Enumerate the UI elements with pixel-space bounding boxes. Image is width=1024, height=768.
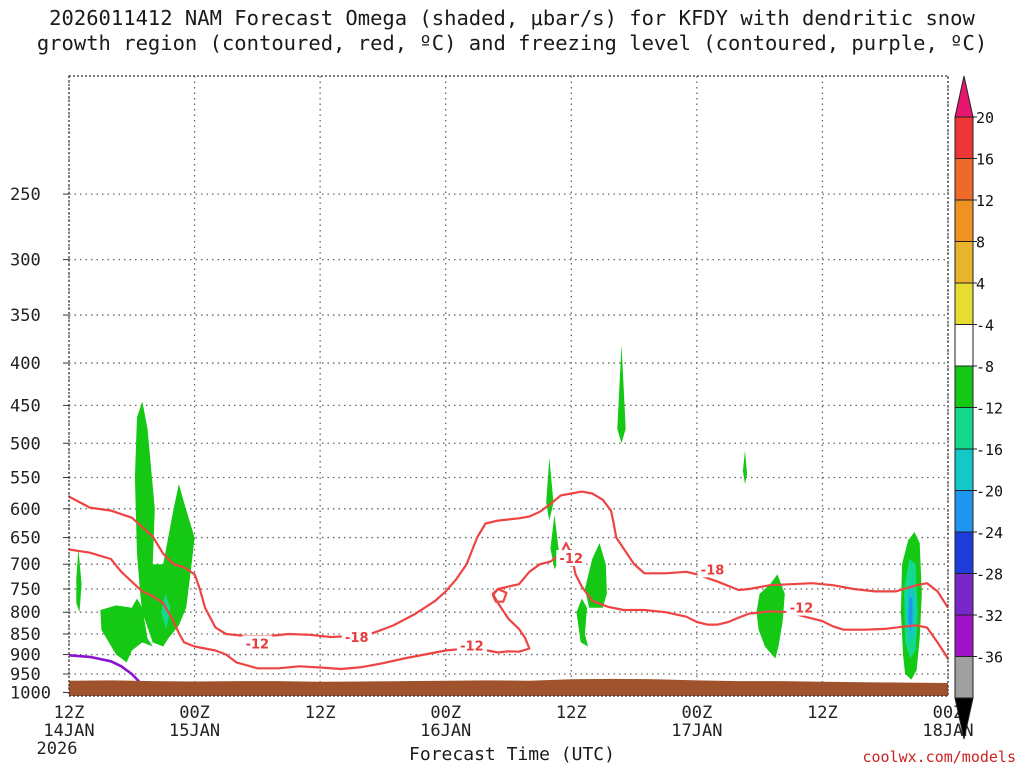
x-tick-label: 12Z (54, 703, 85, 723)
omega-region (756, 574, 785, 659)
colorbar-tick-label: -20 (976, 483, 1003, 501)
omega-region (76, 548, 82, 613)
y-tick-label: 300 (10, 251, 41, 271)
y-tick-label: 400 (10, 354, 41, 374)
x-tick-label: 00Z (681, 703, 712, 723)
contour-label: -18 (701, 563, 725, 578)
colorbar-tick-label: -4 (976, 317, 994, 335)
dgz-contour (68, 490, 949, 639)
colorbar-tick-label: -36 (976, 649, 1003, 667)
contour-label-bg (456, 637, 487, 654)
title-line-2: growth region (contoured, red, ºC) and f… (36, 31, 988, 55)
colorbar-tick-label: -16 (976, 441, 1003, 459)
x-tick-date-label: 17JAN (671, 721, 722, 741)
y-tick-label: 900 (10, 646, 41, 666)
colorbar-segment (954, 158, 974, 201)
colorbar-segment (954, 199, 974, 242)
y-tick-label: 500 (10, 434, 41, 454)
omega-region (134, 401, 195, 647)
colorbar-tick-label: 12 (976, 192, 994, 210)
y-tick-label: 650 (10, 529, 41, 549)
y-tick-label: 550 (10, 469, 41, 489)
colorbar-segment (954, 407, 974, 450)
omega-region (576, 598, 588, 647)
contour-label-bg (556, 550, 587, 567)
colorbar-segment (954, 490, 974, 533)
colorbar-tick-label: 16 (976, 151, 994, 169)
contour-label-bg (341, 629, 372, 646)
omega-region (908, 596, 913, 632)
colorbar-tick-label: -24 (976, 524, 1003, 542)
x-tick-date-label: 16JAN (420, 721, 471, 741)
y-tick-label: 850 (10, 625, 41, 645)
contour-label-bg (786, 599, 817, 616)
colorbar-tick-label: -28 (976, 566, 1003, 584)
omega-region (100, 598, 153, 663)
contour-label: -18 (345, 631, 369, 646)
x-tick-year-label: 2026 (37, 739, 78, 759)
colorbar-segment (954, 573, 974, 616)
terrain-band (69, 678, 948, 696)
x-tick-date-label: 15JAN (169, 721, 220, 741)
colorbar-tick-label: -8 (976, 358, 994, 376)
contour-label: -12 (246, 637, 270, 652)
colorbar-segment (954, 656, 974, 699)
y-tick-label: 700 (10, 555, 41, 575)
freezing-level-contour (68, 654, 141, 683)
contour-label: -12 (460, 639, 484, 654)
credit-link[interactable]: coolwx.com/models (862, 748, 1016, 766)
colorbar-segment (954, 448, 974, 491)
colorbar-segment (954, 365, 974, 408)
contour-label-bg (242, 635, 273, 652)
omega-region (617, 344, 626, 444)
colorbar-segment (954, 324, 974, 367)
y-tick-label: 600 (10, 500, 41, 520)
contour-label: -12 (560, 552, 584, 567)
y-tick-label: 250 (10, 185, 41, 205)
colorbar-tick-label: 20 (976, 109, 994, 127)
x-tick-label: 12Z (807, 703, 838, 723)
y-tick-label: 350 (10, 306, 41, 326)
x-tick-label: 00Z (430, 703, 461, 723)
colorbar-top-triangle (954, 75, 974, 118)
x-tick-label: 12Z (305, 703, 336, 723)
plot-border (68, 75, 949, 697)
omega-region (584, 543, 607, 608)
contour-label: -12 (790, 602, 814, 617)
dgz-contour (491, 587, 508, 603)
y-tick-label: 1000 (10, 683, 51, 703)
colorbar-tick-label: 4 (976, 275, 985, 293)
x-tick-date-label: 14JAN (43, 721, 94, 741)
colorbar-segment (954, 282, 974, 325)
chart-title: 2026011412 NAM Forecast Omega (shaded, μ… (0, 6, 1024, 56)
title-line-1: 2026011412 NAM Forecast Omega (shaded, μ… (49, 6, 975, 30)
colorbar-bottom-triangle (954, 697, 974, 740)
colorbar-tick-label: -32 (976, 607, 1003, 625)
colorbar-segment (954, 116, 974, 159)
plot-area (69, 76, 948, 696)
x-tick-label: 00Z (933, 703, 964, 723)
colorbar-segment (954, 241, 974, 284)
contour-label-bg (697, 561, 728, 578)
colorbar-tick-label: -12 (976, 400, 1003, 418)
y-tick-label: 450 (10, 396, 41, 416)
x-tick-label: 12Z (556, 703, 587, 723)
colorbar-segment (954, 614, 974, 657)
x-axis-label: Forecast Time (UTC) (409, 744, 615, 765)
y-tick-label: 800 (10, 603, 41, 623)
y-tick-label: 950 (10, 665, 41, 685)
omega-region (742, 450, 748, 484)
x-tick-label: 00Z (179, 703, 210, 723)
y-tick-label: 750 (10, 580, 41, 600)
colorbar-tick-label: 8 (976, 234, 985, 252)
colorbar-segment (954, 531, 974, 574)
